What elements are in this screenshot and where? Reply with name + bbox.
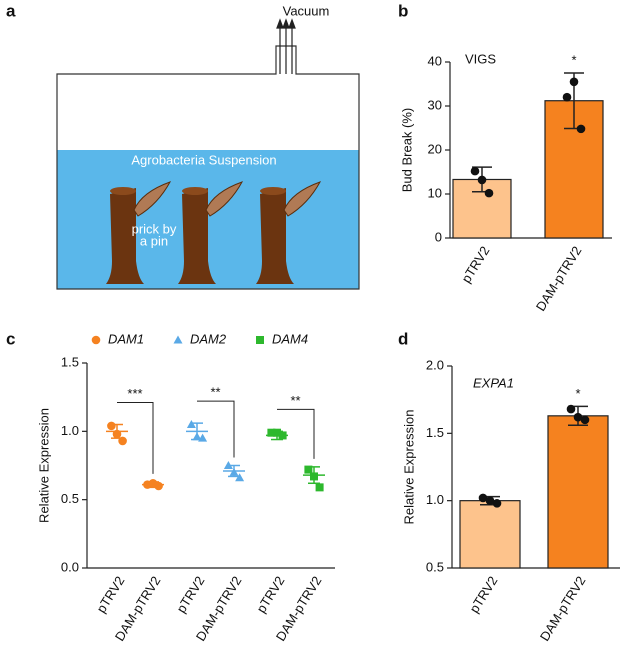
y-tick-label: 0.0	[61, 559, 79, 574]
y-axis-label: Bud Break (%)	[399, 108, 414, 193]
x-tick-label: pTRV2	[466, 573, 500, 615]
point	[470, 166, 480, 176]
vacuum-arrows	[276, 18, 296, 74]
point	[173, 335, 183, 344]
panel-label: d	[398, 329, 408, 348]
bar	[547, 415, 609, 569]
significance-bracket	[277, 408, 315, 459]
y-tick-label: 10	[428, 185, 442, 200]
y-tick-label: 1.0	[61, 423, 79, 438]
significance: *	[575, 386, 580, 401]
chart-title: EXPA1	[473, 375, 514, 390]
panel-label: b	[398, 1, 408, 20]
prick-label: a pin	[140, 233, 168, 248]
point	[484, 188, 494, 198]
stems	[106, 181, 322, 284]
point	[315, 483, 324, 492]
x-tick-label: pTRV2	[93, 573, 127, 615]
y-tick-label: 30	[428, 97, 442, 112]
y-tick-label: 1.5	[61, 354, 79, 369]
x-tick-label: pTRV2	[458, 243, 492, 285]
significance: *	[571, 52, 576, 67]
y-tick-label: 0.5	[426, 559, 444, 574]
significance-bracket	[197, 400, 235, 458]
x-tick-label: pTRV2	[173, 573, 207, 615]
point	[580, 415, 590, 425]
legend-label: DAM1	[108, 331, 144, 346]
significance: **	[210, 385, 220, 400]
point	[304, 465, 313, 474]
chart-title: VIGS	[465, 51, 496, 66]
panel-label: c	[6, 329, 15, 348]
point	[91, 335, 101, 345]
y-tick-label: 2.0	[426, 357, 444, 372]
y-tick-label: 20	[428, 141, 442, 156]
legend-label: DAM4	[272, 331, 308, 346]
y-tick-label: 1.5	[426, 425, 444, 440]
y-tick-label: 0.5	[61, 491, 79, 506]
point	[569, 77, 579, 87]
point	[107, 421, 116, 431]
point	[256, 336, 264, 344]
point	[235, 473, 245, 482]
panel-label: a	[6, 1, 16, 20]
point	[478, 493, 488, 503]
y-axis-label: Relative Expression	[36, 408, 51, 523]
vacuum-label: Vacuum	[283, 3, 330, 18]
x-tick-label: pTRV2	[253, 573, 287, 615]
chamber	[56, 45, 360, 290]
significance-bracket	[117, 402, 154, 474]
bar	[459, 500, 521, 569]
y-tick-label: 1.0	[426, 492, 444, 507]
suspension-label: Agrobacteria Suspension	[131, 152, 276, 167]
prick-label: prick by	[132, 221, 177, 236]
point	[485, 496, 495, 505]
point	[267, 428, 276, 437]
point	[477, 175, 487, 185]
point	[573, 412, 583, 422]
significance: **	[290, 393, 300, 408]
y-tick-label: 40	[428, 53, 442, 68]
y-axis-label: Relative Expression	[401, 410, 416, 525]
legend-label: DAM2	[190, 331, 227, 346]
x-tick-label: DAM-pTRV2	[533, 243, 585, 313]
significance: ***	[127, 386, 142, 401]
point	[576, 124, 586, 134]
point	[492, 499, 502, 508]
point	[562, 92, 572, 102]
x-tick-label: DAM-pTRV2	[537, 573, 589, 643]
y-tick-label: 0	[435, 229, 442, 244]
vacuum-diagram: Vacuum Agrobacteria Suspension prick by …	[56, 3, 360, 290]
point	[186, 420, 196, 428]
point	[566, 404, 576, 414]
